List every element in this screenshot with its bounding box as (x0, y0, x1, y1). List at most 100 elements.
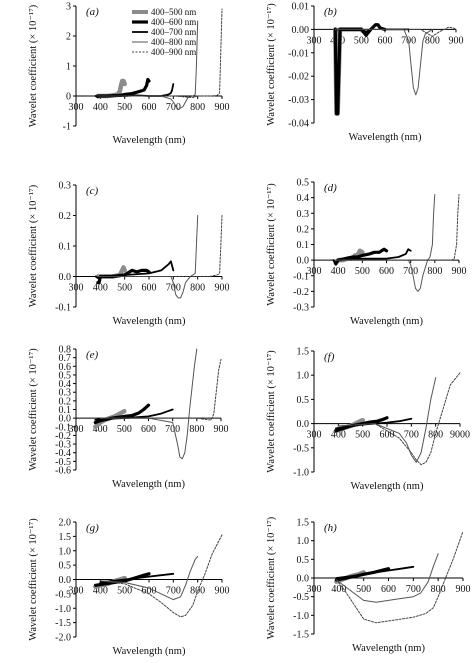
x-tick-label: 300 (307, 266, 322, 277)
x-tick-label: 300 (69, 102, 84, 113)
y-tick-label: -0.1 (293, 271, 309, 282)
x-tick-label: 700 (166, 283, 181, 294)
series-line-400-900 (99, 534, 223, 618)
x-tick-label: 700 (165, 424, 180, 435)
panel-label: (f) (324, 351, 335, 363)
y-tick-label: 1 (66, 62, 71, 73)
y-tick-label: 0.0 (59, 414, 72, 425)
y-axis-label: Wavelet coefficient (× 10⁻¹⁷) (266, 183, 277, 306)
y-tick-label: -0.01 (288, 48, 309, 59)
panel-label: (g) (86, 522, 99, 534)
series-line-400-900 (335, 530, 464, 624)
x-tick-label: 500 (117, 424, 132, 435)
series-line-400-700 (335, 565, 415, 579)
series-line-400-800 (335, 553, 439, 603)
y-tick-label: 0.2 (59, 396, 72, 407)
y-tick-label: 0.01 (292, 2, 310, 13)
series-line-400-900 (334, 26, 457, 37)
y-tick-label: -0.1 (55, 422, 71, 433)
panel-a: -1 0 1 2 3 300 400 500 600 700 800 900 (a) Wavelength… (28, 2, 230, 147)
x-tick-label: 9000 (450, 430, 470, 441)
y-tick-label: 1.0 (59, 546, 72, 557)
y-axis-label: Wavelet coefficient (× 10⁻¹⁷) (28, 184, 39, 307)
y-tick-label: -0.02 (288, 72, 309, 83)
panel-d: -0.3 -0.2 -0.1 0.0 0.1 0.2 0.3 0.4 0.5 300 400 500 6… (266, 178, 467, 328)
x-tick-label: 700 (404, 430, 419, 441)
series-line-400-600 (93, 403, 151, 425)
y-tick-label: -1.0 (293, 611, 309, 622)
x-tick-label: 300 (69, 586, 84, 597)
y-tick-label: 0.6 (59, 362, 72, 373)
series-line-400-900 (335, 194, 460, 261)
y-tick-label: 0.0 (297, 574, 310, 585)
y-tick-label: -1 (63, 122, 71, 133)
panel-label: (d) (324, 182, 337, 194)
y-tick-label: 0.0 (59, 575, 72, 586)
y-tick-label: 0.0 (297, 256, 310, 267)
y-tick-label: -1.5 (55, 618, 71, 629)
x-tick-label: 900 (215, 283, 230, 294)
series-line-400-800 (97, 20, 199, 110)
y-tick-label: -0.1 (55, 303, 71, 314)
x-tick-label: 300 (69, 424, 84, 435)
y-tick-label: -1.5 (293, 630, 309, 641)
x-axis-label: Wavelength (nm) (351, 481, 424, 492)
y-tick-label: -0.2 (293, 287, 309, 298)
x-tick-label: 400 (93, 586, 108, 597)
y-tick-label: 0.5 (297, 395, 310, 406)
y-tick-label: 2.0 (59, 518, 72, 529)
y-tick-label: 0.1 (59, 405, 72, 416)
x-tick-label: 600 (378, 35, 393, 46)
y-tick-label: 0.1 (59, 242, 72, 253)
series-line-400-800 (99, 348, 198, 460)
y-axis-label: Wavelet coefficient (× 10⁻¹⁷) (28, 348, 39, 471)
y-tick-label: -0.5 (55, 589, 71, 600)
legend-entry: 400–500 nm (151, 7, 196, 17)
x-tick-label: 600 (142, 102, 157, 113)
y-tick-label: -1.0 (55, 604, 71, 615)
x-tick-label: 900 (215, 586, 230, 597)
x-axis-label: Wavelength (nm) (349, 132, 422, 143)
series-line-400-900 (97, 215, 223, 277)
x-tick-label: 400 (331, 584, 346, 595)
y-tick-label: 0.2 (59, 211, 72, 222)
y-tick-label: -2.0 (55, 633, 71, 644)
x-axis-label: Wavelength (nm) (113, 316, 186, 327)
x-tick-label: 500 (355, 430, 370, 441)
x-tick-label: 400 (93, 102, 108, 113)
panel-label: (h) (324, 522, 337, 534)
panel-label: (b) (324, 6, 337, 18)
y-axis-label: Wavelet coefficient (× 10⁻¹⁷) (266, 350, 277, 473)
x-tick-label: 300 (307, 35, 322, 46)
x-tick-label: 800 (190, 102, 205, 113)
x-tick-label: 400 (331, 266, 346, 277)
legend-entry: 400–800 nm (151, 37, 196, 47)
series-line-400-800 (99, 556, 199, 601)
y-tick-label: 0.7 (59, 353, 72, 364)
series-line-400-700 (94, 260, 175, 279)
y-tick-label: 0.5 (297, 178, 310, 189)
y-tick-label: 0.1 (297, 240, 310, 251)
y-tick-label: -0.04 (288, 119, 309, 130)
x-tick-label: 400 (93, 424, 108, 435)
y-tick-label: 0.3 (59, 388, 72, 399)
y-axis-label: Wavelet coefficient (× 10⁻¹⁷) (28, 4, 39, 127)
y-tick-label: 0.3 (297, 209, 310, 220)
y-axis-label: Wavelet coefficient (× 10⁻¹⁷) (28, 518, 39, 641)
x-tick-label: 800 (431, 584, 446, 595)
y-tick-label: 3 (66, 2, 71, 13)
y-tick-label: -0.4 (55, 448, 71, 459)
x-axis-label: Wavelength (nm) (113, 646, 186, 657)
x-tick-label: 500 (117, 283, 132, 294)
x-tick-label: 600 (380, 430, 395, 441)
x-tick-label: 900 (452, 266, 467, 277)
x-axis-label: Wavelength (nm) (112, 479, 185, 490)
x-tick-label: 600 (381, 584, 396, 595)
panel-g: -2.0 -1.5 -1.0 -0.5 0.0 0.5 1.0 1.5 2.0 300 400 500… (28, 518, 230, 658)
x-tick-label: 500 (117, 586, 132, 597)
x-tick-label: 500 (355, 266, 370, 277)
y-tick-label: 1.5 (297, 347, 310, 358)
panel-h: -1.5 -1.0 -0.5 0.0 0.5 1.0 1.5 300 400 500 600 700 8… (266, 516, 471, 654)
y-tick-label: -1.0 (293, 468, 309, 479)
